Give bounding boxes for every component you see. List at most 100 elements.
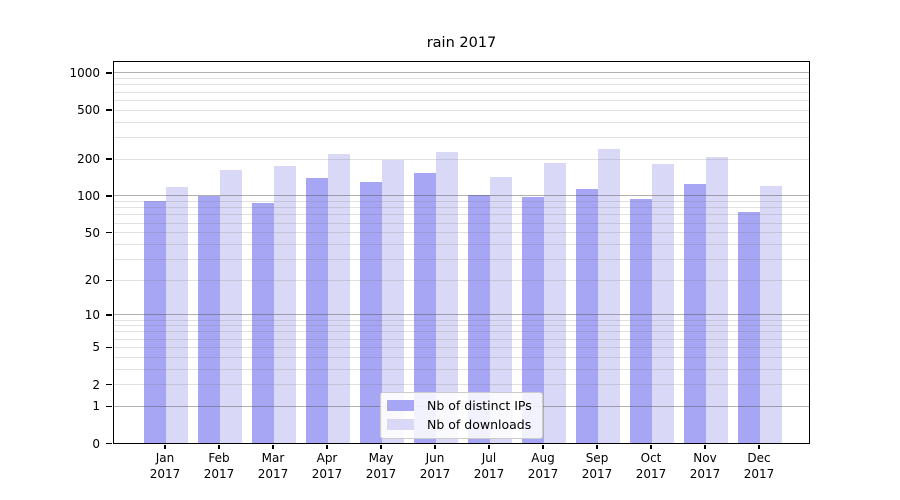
bar-distinct-ips [252,202,274,443]
bar-downloads [544,163,566,443]
bar-downloads [598,149,620,443]
gridline-minor [114,207,809,209]
x-tick-mark [650,444,652,449]
x-tick-label: Sep 2017 [581,451,613,481]
bar-downloads [328,153,350,443]
y-tick-label: 200 [77,152,100,167]
bar-distinct-ips [414,173,436,443]
x-tick-label: Dec 2017 [743,451,775,481]
y-tick-label: 20 [84,273,100,288]
y-tick-mark [105,195,112,197]
y-tick-mark [105,346,112,349]
x-tick-label: Nov 2017 [689,451,721,481]
gridline-minor [114,84,809,86]
gridline-minor [114,201,809,203]
y-tick-label: 5 [92,340,100,355]
x-tick-label: Jun 2017 [419,451,451,481]
gridline-minor [114,109,809,111]
gridline-minor [114,338,809,340]
bar-downloads [274,165,296,443]
x-tick-label: Mar 2017 [257,451,289,481]
y-tick-mark [105,405,112,408]
y-tick-mark [105,442,112,445]
gridline-minor [114,331,809,333]
gridline-minor [114,325,809,327]
bar-downloads [706,156,728,443]
x-tick-label: Oct 2017 [635,451,667,481]
x-tick-mark [218,444,220,449]
legend-swatch-distinct-ips [387,400,414,411]
gridline-minor [114,78,809,80]
y-tick-label: 100 [77,188,100,203]
y-tick-mark [105,314,112,316]
chart-title: rain 2017 [426,35,497,51]
bar-downloads [436,152,458,443]
x-tick-mark [164,444,166,449]
bar-distinct-ips [576,189,598,443]
legend-label-downloads: Nb of downloads [427,417,532,432]
x-tick-mark [758,444,760,449]
bar-distinct-ips [468,194,490,443]
x-tick-mark [704,444,706,449]
gridline-minor [114,258,809,260]
bar-distinct-ips [360,182,382,443]
gridline-minor [114,214,809,216]
bar-distinct-ips [306,177,328,443]
x-tick-label: May 2017 [365,451,397,481]
gridline-minor [114,99,809,101]
bar-downloads [490,177,512,443]
bar-distinct-ips [144,201,166,443]
legend-label-distinct-ips: Nb of distinct IPs [427,398,532,413]
y-tick-label: 2 [92,377,100,392]
bar-distinct-ips [198,195,220,443]
bar-distinct-ips [522,196,544,443]
y-tick-label: 1000 [69,65,100,80]
x-tick-mark [596,444,598,449]
y-tick-label: 50 [84,225,100,240]
bar-downloads [652,163,674,443]
x-tick-label: Apr 2017 [311,451,343,481]
x-tick-mark [272,444,274,449]
bar-downloads [166,187,188,443]
y-tick-mark [105,109,112,111]
legend-entry-distinct-ips: Nb of distinct IPs [387,398,532,413]
gridline-minor [114,158,809,160]
gridline-major [114,314,809,316]
gridline-minor [114,232,809,234]
x-tick-mark [380,444,382,449]
gridline-minor [114,243,809,245]
gridline-minor [114,121,809,123]
bar-distinct-ips [684,184,706,443]
plot-area [113,61,810,444]
gridline-major [114,195,809,197]
y-tick-label: 500 [77,103,100,118]
gridline-minor [114,356,809,358]
x-tick-mark [434,444,436,449]
legend-swatch-downloads [387,419,414,430]
y-tick-label: 10 [84,307,100,322]
y-tick-label: 1 [92,399,100,414]
x-tick-label: Jul 2017 [473,451,505,481]
x-tick-label: Jan 2017 [149,451,181,481]
x-tick-mark [326,444,328,449]
bar-distinct-ips [630,198,652,443]
y-tick-mark [105,158,112,160]
bar-distinct-ips [738,211,760,443]
bar-downloads [220,169,242,443]
y-tick-label: 0 [92,436,100,451]
gridline-minor [114,136,809,138]
x-tick-label: Aug 2017 [527,451,559,481]
y-tick-mark [105,72,112,74]
y-tick-mark [105,232,112,234]
y-tick-mark [105,279,112,281]
gridline-major [114,72,809,74]
gridline-minor [114,319,809,321]
y-tick-mark [105,383,112,386]
x-tick-mark [542,444,544,449]
x-tick-mark [488,444,490,449]
gridline-minor [114,222,809,224]
bar-downloads [382,160,404,443]
gridline-minor [114,368,809,370]
gridline-minor [114,91,809,93]
